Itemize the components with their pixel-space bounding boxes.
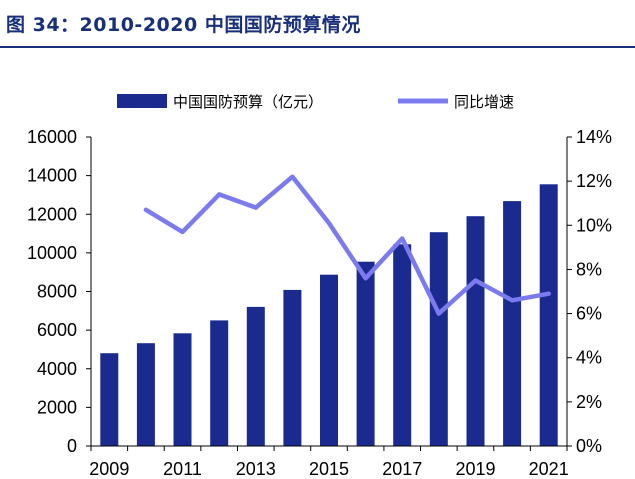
y2-tick-label: 12% — [576, 171, 612, 191]
y2-tick-label: 6% — [576, 304, 602, 324]
y2-tick-label: 8% — [576, 259, 602, 279]
y-tick-label: 12000 — [27, 204, 77, 224]
y-tick-label: 14000 — [27, 166, 77, 186]
bar-2018 — [429, 232, 448, 446]
y-tick-label: 16000 — [27, 127, 77, 147]
bar-2021 — [539, 184, 558, 447]
y-tick-label: 8000 — [37, 282, 77, 302]
y2-tick-label: 0% — [576, 436, 602, 456]
y2-tick-label: 14% — [576, 127, 612, 147]
y-tick-label: 4000 — [37, 359, 77, 379]
bar-2011 — [173, 333, 192, 446]
bar-2014 — [283, 289, 302, 446]
bar-2009 — [100, 353, 119, 446]
x-tick-label: 2019 — [455, 459, 495, 479]
y2-tick-label: 10% — [576, 215, 612, 235]
x-tick-label: 2021 — [529, 459, 569, 479]
y-tick-label: 2000 — [37, 397, 77, 417]
growth-line — [143, 174, 551, 316]
y-tick-label: 10000 — [27, 243, 77, 263]
bar-2016 — [356, 261, 375, 446]
x-tick-label: 2017 — [382, 459, 422, 479]
bar-2013 — [246, 306, 265, 446]
bar-2019 — [466, 216, 485, 446]
y-tick-label: 6000 — [37, 320, 77, 340]
x-tick-label: 2013 — [236, 459, 276, 479]
bar-2017 — [393, 244, 412, 446]
x-tick-label: 2011 — [163, 459, 202, 479]
title-rule — [0, 46, 635, 48]
bar-2015 — [320, 274, 338, 446]
legend-line-label: 同比增速 — [454, 93, 514, 111]
legend: 中国国防预算（亿元） 同比增速 — [117, 93, 514, 111]
y2-tick-label: 2% — [576, 392, 602, 412]
figure-title: 图 34：2010-2020 中国国防预算情况 — [6, 14, 361, 36]
x-tick-label: 2015 — [309, 459, 349, 479]
legend-bar-label: 中国国防预算（亿元） — [173, 93, 323, 111]
x-tick-label: 2009 — [89, 459, 129, 479]
legend-bar-swatch — [117, 94, 167, 108]
bar-2012 — [210, 320, 229, 446]
bar-2020 — [503, 201, 522, 446]
bar-2010 — [136, 343, 155, 446]
y2-tick-label: 4% — [576, 348, 602, 368]
y-tick-label: 0 — [67, 436, 77, 456]
